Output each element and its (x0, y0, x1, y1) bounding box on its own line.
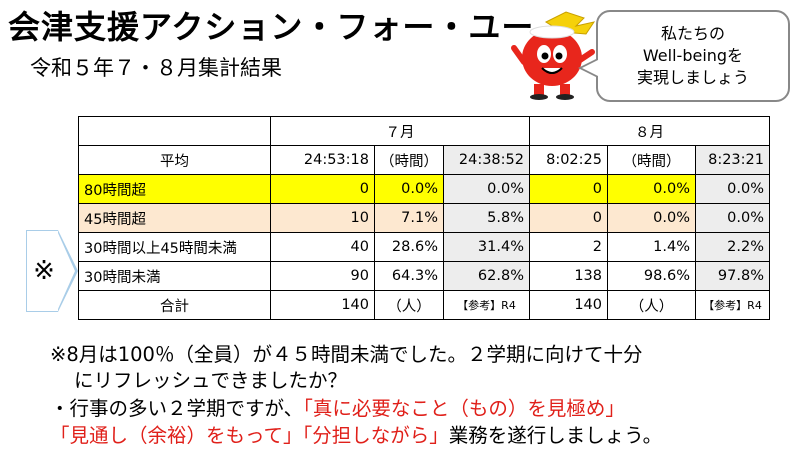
jul-value: 90 (270, 261, 375, 291)
speech-bubble-tail-inner (582, 60, 598, 76)
table-row: 45時間超 10 7.1% 5.8% 0 0.0% 0.0% (78, 203, 770, 233)
marker-arrow-inner (58, 233, 75, 309)
table-row: 30時間以上45時間未満 40 28.6% 31.4% 2 1.4% 2.2% (78, 232, 770, 262)
note-line-4: 「見通し（余裕）をもって」「分担しながら」業務を遂行しましょう。 (50, 423, 662, 449)
marker-bracket (26, 230, 58, 312)
table-row: 平均 24:53:18 （時間） 24:38:52 8:02:25 （時間） 8… (78, 145, 770, 175)
header-august: ８月 (529, 116, 770, 146)
aug-unit: （人） (607, 290, 696, 320)
aug-percent: （時間） (607, 145, 696, 175)
jul-percent: 7.1% (374, 203, 444, 233)
aug-value: 8:02:25 (529, 145, 608, 175)
note-line-2: にリフレッシュできましたか？ (74, 369, 348, 392)
bubble-line-3: 実現しましょう (636, 68, 749, 87)
aug-reference-label: 【参考】R4 (695, 290, 770, 320)
aug-value: 140 (529, 290, 608, 320)
note-line-1: ※8月は100％（全員）が４５時間未満でした。２学期に向けて十分 (50, 343, 643, 366)
aug-percent: 98.6% (607, 261, 696, 291)
jul-unit: （人） (374, 290, 444, 320)
note-line-4-suffix: 業務を遂行しましょう。 (448, 424, 663, 447)
jul-r4: 0.0% (443, 174, 530, 204)
jul-value: 10 (270, 203, 375, 233)
jul-percent: （時間） (374, 145, 444, 175)
aug-value: 0 (529, 174, 608, 204)
jul-r4: 5.8% (443, 203, 530, 233)
row-label: 80時間超 (78, 174, 271, 204)
jul-percent: 28.6% (374, 232, 444, 262)
jul-r4: 62.8% (443, 261, 530, 291)
aug-r4: 0.0% (695, 203, 770, 233)
aug-r4: 97.8% (695, 261, 770, 291)
aug-value: 138 (529, 261, 608, 291)
jul-percent: 64.3% (374, 261, 444, 291)
aug-percent: 0.0% (607, 174, 696, 204)
bubble-line-1: 私たちの (660, 24, 725, 43)
aug-value: 2 (529, 232, 608, 262)
aug-r4: 2.2% (695, 232, 770, 262)
aug-value: 0 (529, 203, 608, 233)
speech-bubble: 私たちの Well-beingを 実現しましょう (596, 10, 790, 102)
emphasis-identify-essentials: 「真に必要なこと（もの）を見極め」 (303, 397, 625, 420)
row-label: 合計 (78, 290, 271, 320)
jul-r4: 24:38:52 (443, 145, 530, 175)
aug-r4: 0.0% (695, 174, 770, 204)
note-line-3: ・行事の多い２学期ですが、「真に必要なこと（もの）を見極め」 (50, 396, 625, 422)
table-row-total: 合計 140 （人） 【参考】R4 140 （人） 【参考】R4 (78, 290, 770, 320)
jul-value: 0 (270, 174, 375, 204)
reference-mark: ※ (33, 256, 55, 286)
table-row: 30時間未満 90 64.3% 62.8% 138 98.6% 97.8% (78, 261, 770, 291)
table-row: 80時間超 0 0.0% 0.0% 0 0.0% 0.0% (78, 174, 770, 204)
emphasis-share-tasks: 「分担しながら」 (302, 424, 449, 447)
row-label: 30時間以上45時間未満 (78, 232, 271, 262)
jul-r4: 31.4% (443, 232, 530, 262)
jul-value: 140 (270, 290, 375, 320)
bubble-line-2: Well-beingを (642, 46, 744, 65)
row-label: 45時間超 (78, 203, 271, 233)
mascot-icon (511, 11, 596, 100)
aug-percent: 1.4% (607, 232, 696, 262)
aug-percent: 0.0% (607, 203, 696, 233)
jul-value: 40 (270, 232, 375, 262)
header-july: ７月 (270, 116, 530, 146)
jul-reference-label: 【参考】R4 (443, 290, 530, 320)
note-line-3-prefix: ・行事の多い２学期ですが、 (50, 397, 304, 420)
jul-percent: 0.0% (374, 174, 444, 204)
emphasis-plan-ahead: 「見通し（余裕）をもって」 (50, 424, 303, 447)
page-subtitle: 令和５年７・８月集計結果 (30, 56, 282, 80)
row-label: 30時間未満 (78, 261, 271, 291)
table-header-row: ７月 ８月 (78, 116, 770, 146)
header-empty-cell (78, 116, 271, 146)
aug-r4: 8:23:21 (695, 145, 770, 175)
jul-value: 24:53:18 (270, 145, 375, 175)
overtime-table: ７月 ８月 平均 24:53:18 （時間） 24:38:52 8:02:25 … (78, 116, 770, 320)
page-title: 会津支援アクション・フォー・ユー (8, 8, 535, 46)
row-label: 平均 (78, 145, 271, 175)
